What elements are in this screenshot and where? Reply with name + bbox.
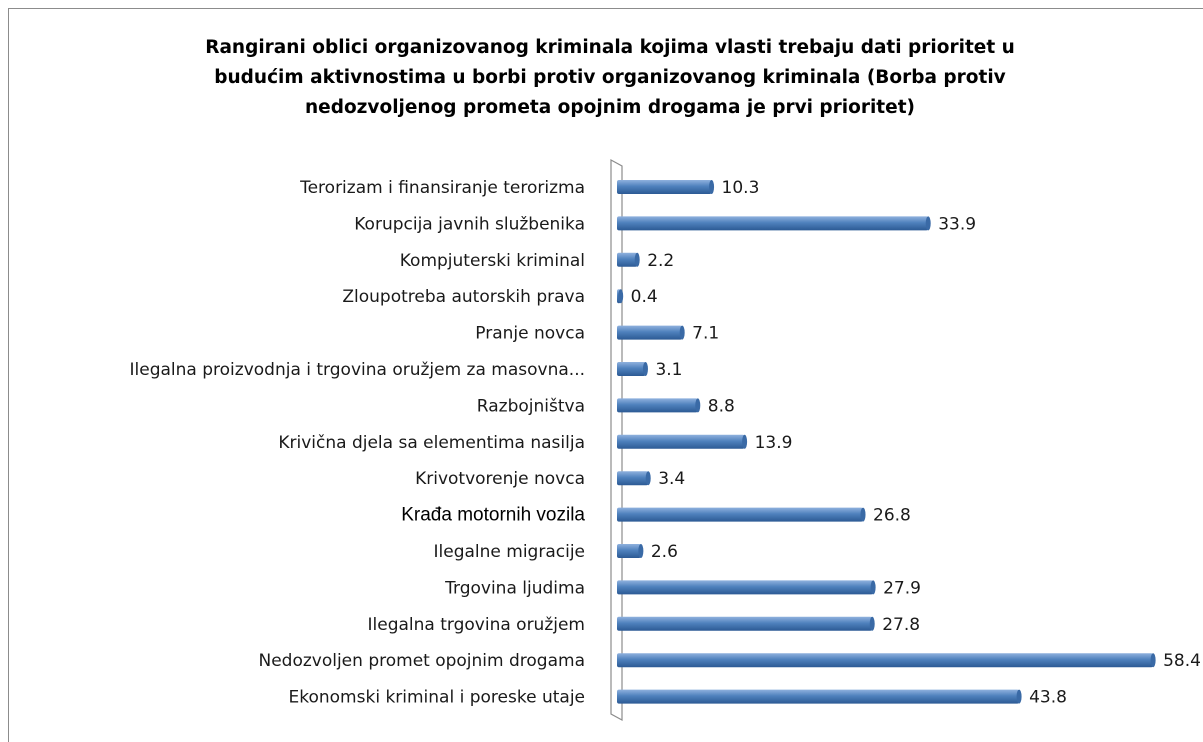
bar	[617, 216, 929, 231]
y-tick-label: Razbojništva	[477, 396, 585, 416]
data-label: 27.8	[882, 615, 920, 635]
data-label: 8.8	[708, 396, 735, 416]
bar	[617, 507, 864, 522]
y-tick-label: Ekonomski kriminal i poreske utaje	[289, 688, 586, 708]
y-tick-label: Krivična djela sa elementima nasilja	[278, 433, 585, 453]
data-label: 2.2	[647, 251, 674, 271]
bar	[617, 180, 712, 194]
y-tick-label: Ilegalna trgovina oružjem	[368, 615, 585, 635]
bar-cap	[618, 289, 624, 304]
chart-title: Rangirani oblici organizovanog kriminala…	[205, 37, 1015, 118]
data-label: 3.4	[658, 469, 685, 489]
bar-cap	[925, 216, 931, 231]
data-label: 0.4	[631, 287, 658, 307]
data-label: 58.4	[1163, 651, 1201, 671]
y-tick-label: Trgovina ljudima	[444, 578, 585, 598]
y-tick-label: Ilegalne migracije	[434, 542, 586, 562]
y-tick-label: Nedozvoljen promet opojnim drogama	[258, 651, 585, 671]
bar	[617, 434, 745, 449]
y-tick-label: Krivotvorenje novca	[415, 469, 585, 489]
bar-cap	[638, 544, 644, 558]
data-label: 13.9	[755, 433, 793, 453]
bar-cap	[742, 434, 748, 449]
bar	[617, 653, 1154, 668]
bar	[617, 398, 698, 413]
bar	[617, 689, 1020, 704]
data-label: 27.9	[883, 578, 921, 598]
chart-frame	[8, 8, 1203, 742]
bar	[617, 544, 641, 558]
y-tick-label: Ilegalna proizvodnja i trgovina oružjem …	[130, 360, 585, 380]
bar-cap	[679, 325, 685, 340]
y-tick-label: Pranje novca	[475, 324, 585, 344]
data-label: 10.3	[722, 178, 760, 198]
bar-cap	[645, 471, 651, 486]
bar-cap	[870, 580, 876, 595]
bar	[617, 252, 638, 267]
data-label: 43.8	[1029, 688, 1067, 708]
y-tick-label: Terorizam i finansiranje terorizma	[299, 178, 585, 198]
data-label: 3.1	[655, 360, 682, 380]
bar-cap	[1016, 689, 1022, 704]
y-tick-label: Krađa motornih vozila	[401, 505, 585, 526]
data-label: 7.1	[692, 324, 719, 344]
bar-cap	[869, 616, 875, 631]
bar-cap	[642, 362, 648, 376]
bar	[617, 325, 683, 340]
bar-cap	[695, 398, 701, 413]
bar-cap	[634, 252, 640, 267]
y-tick-label: Korupcija javnih službenika	[354, 214, 585, 234]
bar	[617, 471, 649, 486]
bar-cap	[709, 180, 715, 194]
data-label: 26.8	[873, 506, 911, 526]
y-tick-label: Zloupotreba autorskih prava	[342, 287, 585, 307]
bar	[617, 616, 873, 631]
y-tick-label: Kompjuterski kriminal	[400, 251, 585, 271]
bar	[617, 580, 874, 595]
data-label: 33.9	[938, 214, 976, 234]
bar	[617, 362, 646, 376]
bar-cap	[1150, 653, 1156, 668]
data-label: 2.6	[651, 542, 678, 562]
bar-cap	[860, 507, 866, 522]
